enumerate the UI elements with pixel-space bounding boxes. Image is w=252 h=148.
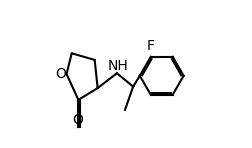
Text: O: O [55, 67, 66, 81]
Text: O: O [72, 113, 83, 127]
Text: NH: NH [107, 59, 128, 73]
Text: F: F [146, 40, 154, 53]
